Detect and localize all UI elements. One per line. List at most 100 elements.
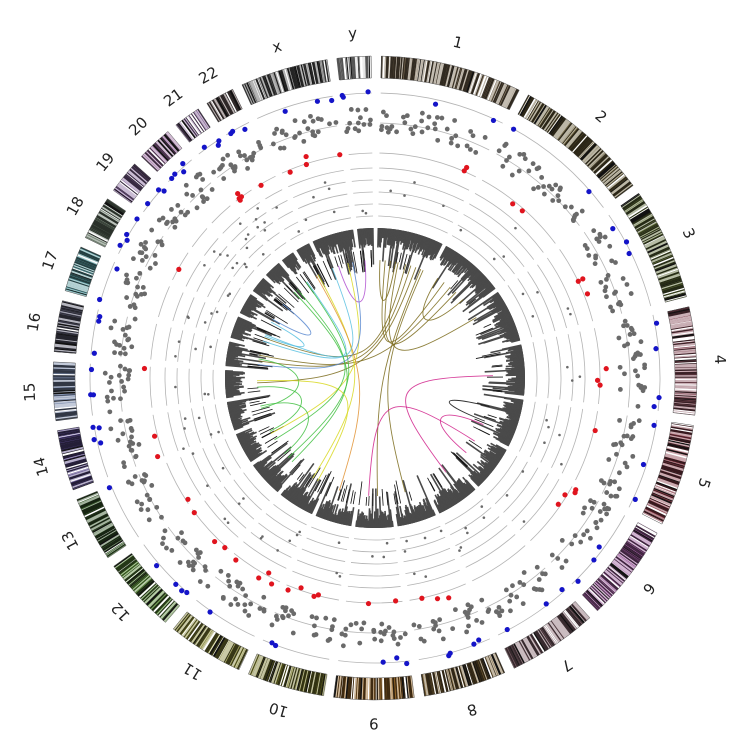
chromosome-label: 9	[369, 714, 379, 732]
tracks-chr8	[393, 475, 491, 661]
chromosome-label: 18	[63, 193, 88, 219]
chromosome-17	[64, 246, 102, 297]
tracks-chr2	[431, 126, 604, 313]
link-arc	[315, 275, 361, 491]
tracks-chr5	[470, 393, 658, 508]
tracks-chr12	[143, 440, 305, 596]
chromosome-label: 8	[465, 700, 479, 720]
chromosome-16	[53, 300, 85, 354]
link-arc	[379, 260, 397, 301]
chromosome-3	[620, 193, 687, 303]
link-arc	[439, 414, 484, 454]
tracks-chr1	[377, 92, 503, 280]
link-arc	[257, 267, 417, 384]
chromosome-label: 4	[711, 354, 729, 365]
link-arc	[387, 270, 424, 493]
link-arc	[384, 260, 457, 345]
link-arc	[368, 406, 475, 496]
tracks-chry	[339, 89, 375, 273]
chromosome-label: 20	[125, 113, 151, 139]
chromosome-label: 6	[639, 579, 659, 598]
link-arcs	[257, 260, 493, 496]
chromosome-label: 10	[267, 698, 290, 721]
chromosome-label: 2	[592, 107, 611, 127]
tracks-chr18	[117, 216, 288, 331]
chromosome-label: 5	[694, 476, 714, 491]
tracks-chrx	[257, 95, 358, 281]
link-arc	[405, 375, 493, 473]
link-arc	[291, 291, 348, 463]
tracks-chr6	[450, 439, 626, 585]
tracks-chr11	[196, 462, 332, 637]
tracks-chr22	[226, 122, 330, 288]
tracks-chr7	[427, 464, 566, 636]
chromosome-2	[517, 94, 634, 200]
tracks-chr16	[90, 309, 274, 370]
chromosome-label: 7	[558, 655, 576, 675]
chromosome-9	[333, 675, 415, 701]
chromosome-label: 12	[107, 599, 133, 625]
link-arc	[312, 274, 356, 479]
link-arc	[376, 269, 422, 496]
link-arc	[272, 303, 312, 336]
chromosome-22	[206, 88, 243, 123]
tracks-chr19	[143, 187, 295, 315]
chromosome-label: x	[270, 37, 284, 57]
link-arc	[258, 265, 412, 367]
chromosome-8	[420, 652, 506, 697]
tracks-chr13	[106, 426, 284, 538]
tracks-chr9	[338, 481, 410, 667]
chromosome-11	[172, 611, 249, 671]
chromosome-6	[581, 522, 658, 612]
link-arc	[257, 386, 302, 432]
tracks-chr3	[467, 214, 652, 346]
link-arc	[257, 379, 349, 482]
chromosome-label: 16	[24, 311, 45, 333]
tracks-chr10	[262, 476, 356, 660]
link-arc	[274, 289, 346, 441]
chromosome-label: 11	[180, 659, 206, 684]
link-arc	[448, 399, 490, 422]
link-arc	[260, 402, 309, 454]
link-arc	[264, 321, 305, 348]
chromosome-21	[175, 108, 211, 143]
chromosome-15	[52, 361, 78, 422]
data-tracks	[88, 89, 662, 667]
chromosome-label: 14	[30, 455, 52, 478]
chromosome-1	[380, 55, 520, 111]
chromosome-x	[241, 59, 331, 106]
link-arc	[263, 263, 407, 358]
chromosome-19	[113, 163, 152, 204]
chromosome-y	[336, 55, 372, 81]
chromosome-20	[141, 131, 183, 172]
chromosome-10	[248, 653, 328, 697]
ideogram-ring	[52, 55, 698, 701]
chromosome-label: 22	[196, 63, 221, 88]
chromosome-13	[76, 490, 127, 559]
chromosome-label: 17	[38, 249, 61, 273]
chromosome-5	[642, 421, 694, 525]
link-arc	[257, 262, 362, 369]
chromosome-label: 1	[451, 33, 465, 53]
chromosome-label: 13	[58, 528, 83, 553]
tracks-chr15	[88, 363, 261, 416]
chromosome-label: 15	[20, 382, 39, 402]
link-arc	[287, 281, 350, 459]
chromosome-7	[504, 601, 591, 669]
link-arc	[265, 281, 347, 358]
chromosome-label: 3	[679, 225, 699, 241]
link-arc	[422, 277, 464, 321]
chromosome-12	[113, 553, 181, 623]
tracks-chr14	[90, 394, 276, 478]
chromosome-label: 19	[92, 149, 118, 175]
tracks-chr4	[475, 314, 662, 411]
tracks-chr21	[198, 138, 316, 294]
link-arc	[270, 263, 360, 434]
link-arc	[259, 286, 451, 365]
chromosome-4	[667, 306, 698, 416]
chromosome-14	[57, 426, 95, 491]
link-arc	[262, 267, 354, 359]
link-arc	[388, 262, 477, 351]
chromosome-label: y	[348, 24, 358, 43]
